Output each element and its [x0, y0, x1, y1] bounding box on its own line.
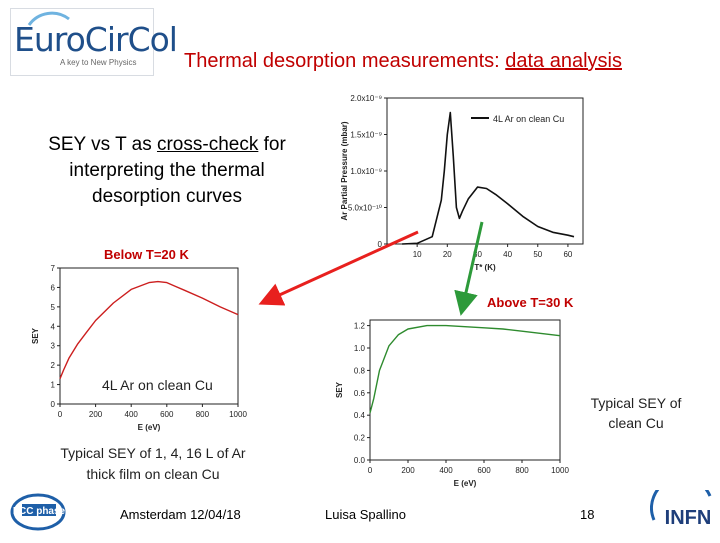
- y-tick-label: 0.2: [354, 434, 366, 443]
- typical-ar-l1: Typical SEY of 1, 4, 16 L of Ar: [60, 445, 246, 461]
- title-part2: data analysis: [505, 50, 622, 72]
- x-tick-label: 50: [533, 250, 542, 259]
- infn-logo: INFN: [650, 476, 720, 538]
- y-tick-label: 5.0x10⁻¹⁰: [348, 204, 382, 213]
- typical-cu-l1: Typical SEY of: [590, 395, 682, 411]
- x-tick-label: 1000: [229, 410, 247, 419]
- logo-text: EuroCirCol: [14, 20, 178, 59]
- desorption-chart: 10 20 30 40 50 60 0 5.0x10⁻¹⁰ 1.0x10⁻⁹ 1.5x10⁻⁹ 2.…: [340, 94, 584, 272]
- x-tick-label: 0: [58, 410, 63, 419]
- intro-l1b: cross-check: [156, 134, 259, 155]
- x-tick-label: 600: [477, 466, 491, 475]
- logo-tagline: A key to New Physics: [60, 58, 137, 67]
- infn-logo-text: INFN: [665, 507, 712, 529]
- intro-l1a: SEY vs T as: [48, 134, 157, 155]
- x-tick-label: 1000: [551, 466, 569, 475]
- y-tick-label: 0.4: [354, 411, 366, 420]
- red-arrow: [258, 230, 419, 306]
- y-tick-label: 1: [51, 381, 56, 390]
- below-label: Below T=20 K: [104, 247, 189, 262]
- y-tick-label: 7: [51, 264, 56, 273]
- y-tick-label: 0.0: [354, 456, 366, 465]
- typical-cu-l2: clean Cu: [608, 415, 664, 431]
- typical-cu-note: Typical SEY of clean Cu: [580, 393, 692, 433]
- y-tick-label: 4: [51, 322, 56, 331]
- footer-place-date: Amsterdam 12/04/18: [120, 507, 241, 522]
- eurocircol-logo: [10, 8, 154, 76]
- intro-l2: interpreting the thermal: [69, 160, 265, 181]
- y-tick-label: 2: [51, 361, 56, 370]
- y-tick-label: 1.0x10⁻⁹: [350, 167, 382, 176]
- x-tick-label: 800: [196, 410, 210, 419]
- sey-ar-chart: 0 200 400 600 800 1000 0 1 2 3 4 5 6 7 E (eV) SEY: [31, 264, 247, 432]
- legend-label: 4L Ar on clean Cu: [493, 114, 564, 124]
- y-axis-label: Ar Partial Pressure (mbar): [340, 121, 349, 220]
- y-tick-label: 2.0x10⁻⁹: [350, 94, 382, 103]
- x-tick-label: 800: [515, 466, 529, 475]
- x-tick-label: 10: [413, 250, 422, 259]
- x-axis-label: E (eV): [138, 423, 161, 432]
- x-tick-label: 600: [160, 410, 174, 419]
- x-tick-label: 400: [125, 410, 139, 419]
- x-tick-label: 400: [439, 466, 453, 475]
- green-arrow: [454, 221, 484, 316]
- typical-ar-l2: thick film on clean Cu: [86, 466, 220, 482]
- sey-cu-chart: 0 200 400 600 800 1000 0.0 0.2 0.4 0.6 0.8 1.0 1.2 E …: [335, 319, 569, 488]
- film-note: 4L Ar on clean Cu: [102, 377, 213, 393]
- plot-frame: [369, 319, 561, 461]
- page-number: 18: [580, 507, 595, 522]
- slide-title: Thermal desorption measurements: data an…: [184, 50, 622, 73]
- y-tick-label: 0.6: [354, 389, 366, 398]
- series-line: [369, 324, 561, 414]
- x-tick-label: 200: [89, 410, 103, 419]
- x-axis-label: E (eV): [454, 479, 477, 488]
- x-tick-label: 60: [563, 250, 572, 259]
- fcc-logo-text: FCC phase: [13, 506, 66, 517]
- intro-l1c: for: [258, 134, 286, 155]
- y-tick-label: 0: [378, 240, 383, 249]
- series-line: [402, 111, 575, 245]
- plot-frame: [59, 267, 239, 405]
- y-tick-label: 0: [51, 400, 56, 409]
- y-tick-label: 0.8: [354, 366, 366, 375]
- y-tick-label: 1.5x10⁻⁹: [350, 131, 382, 140]
- x-axis-label: T* (K): [474, 263, 496, 272]
- x-tick-label: 0: [368, 466, 373, 475]
- y-tick-label: 1.0: [354, 344, 366, 353]
- footer-author: Luisa Spallino: [325, 507, 406, 522]
- fcc-logo: FCC phase: [8, 492, 102, 532]
- intro-l3: desorption curves: [92, 186, 242, 207]
- x-tick-label: 20: [443, 250, 452, 259]
- typical-ar-note: Typical SEY of 1, 4, 16 L of Ar thick fi…: [30, 443, 276, 485]
- y-axis-label: SEY: [335, 381, 344, 398]
- y-tick-label: 5: [51, 303, 56, 312]
- title-part1: Thermal desorption measurements:: [184, 50, 506, 72]
- y-axis-label: SEY: [31, 327, 40, 344]
- intro-text: SEY vs T as cross-check for interpreting…: [22, 132, 312, 210]
- x-tick-label: 30: [473, 250, 482, 259]
- logo-arc: [27, 11, 70, 26]
- y-tick-label: 1.2: [354, 322, 366, 331]
- x-tick-label: 200: [401, 466, 415, 475]
- y-tick-label: 3: [51, 342, 56, 351]
- y-tick-label: 6: [51, 283, 56, 292]
- series-line: [59, 280, 239, 379]
- above-label: Above T=30 K: [487, 295, 574, 310]
- x-tick-label: 40: [503, 250, 512, 259]
